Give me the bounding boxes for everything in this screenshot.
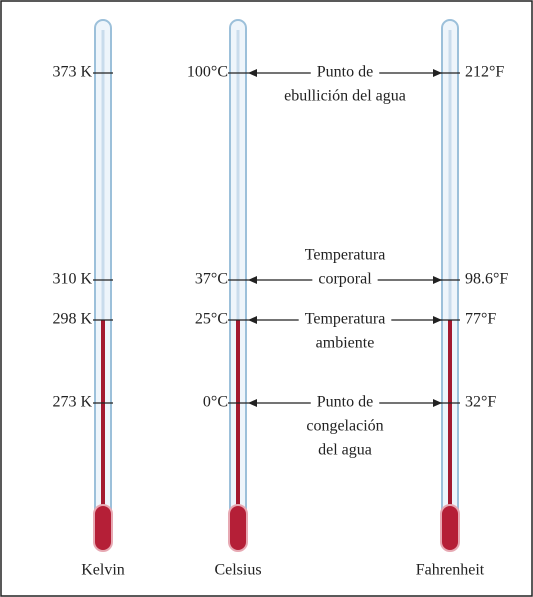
bulb: [440, 504, 460, 552]
scale-mark: 373 K: [52, 64, 92, 81]
scale-name: Fahrenheit: [416, 562, 485, 579]
point-label: Temperatura: [305, 311, 386, 328]
scale-mark: 0°C: [203, 394, 228, 411]
point-label: Punto de: [317, 64, 373, 81]
scale-mark: 37°C: [195, 271, 228, 288]
arrow-head: [248, 276, 257, 284]
scale-mark: 298 K: [52, 311, 92, 328]
arrow-head: [433, 316, 442, 324]
point-label: corporal: [318, 271, 372, 288]
arrow-head: [248, 399, 257, 407]
point-label: congelación: [306, 418, 383, 435]
scale-mark: 212°F: [465, 64, 504, 81]
scale-mark: 310 K: [52, 271, 92, 288]
bulb: [228, 504, 248, 552]
arrow-head: [433, 276, 442, 284]
arrow-head: [433, 399, 442, 407]
arrow-head: [433, 69, 442, 77]
scale-mark: 25°C: [195, 311, 228, 328]
point-label: Temperatura: [305, 247, 386, 264]
scale-mark: 32°F: [465, 394, 496, 411]
point-label: ambiente: [316, 335, 375, 352]
scale-mark: 77°F: [465, 311, 496, 328]
scale-mark: 273 K: [52, 394, 92, 411]
scale-name: Celsius: [214, 562, 261, 579]
mercury: [236, 320, 240, 520]
scale-name: Kelvin: [81, 562, 125, 579]
point-label: del agua: [318, 442, 372, 459]
mercury: [448, 320, 452, 520]
point-label: Punto de: [317, 394, 373, 411]
arrow-head: [248, 316, 257, 324]
scale-mark: 100°C: [187, 64, 228, 81]
point-label: ebullición del agua: [284, 88, 406, 105]
scale-mark: 98.6°F: [465, 271, 508, 288]
mercury: [101, 320, 105, 520]
arrow-head: [248, 69, 257, 77]
bulb: [93, 504, 113, 552]
